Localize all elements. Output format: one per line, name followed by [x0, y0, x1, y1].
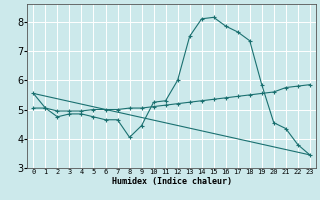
X-axis label: Humidex (Indice chaleur): Humidex (Indice chaleur): [112, 177, 232, 186]
